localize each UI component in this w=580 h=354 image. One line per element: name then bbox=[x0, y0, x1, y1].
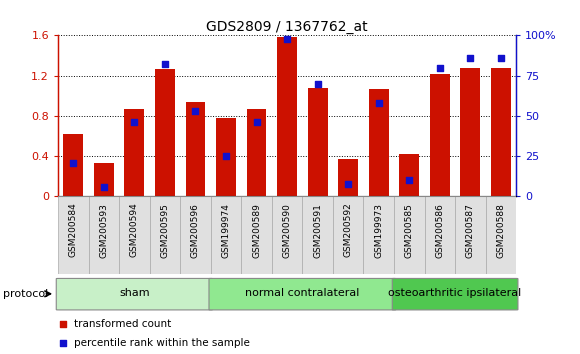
Text: GSM200585: GSM200585 bbox=[405, 203, 414, 258]
Point bbox=[252, 120, 261, 125]
Point bbox=[99, 184, 108, 190]
Bar bbox=[425, 196, 455, 274]
Text: GSM200584: GSM200584 bbox=[69, 203, 78, 257]
Text: GSM200592: GSM200592 bbox=[344, 203, 353, 257]
Bar bbox=[333, 196, 364, 274]
Point bbox=[191, 108, 200, 114]
Bar bbox=[308, 88, 328, 196]
FancyBboxPatch shape bbox=[56, 278, 212, 310]
Bar bbox=[485, 196, 516, 274]
Bar bbox=[430, 74, 450, 196]
Bar bbox=[455, 196, 485, 274]
Point bbox=[68, 160, 78, 165]
Point bbox=[405, 178, 414, 183]
Bar bbox=[216, 118, 236, 196]
Text: GSM200594: GSM200594 bbox=[130, 203, 139, 257]
Bar bbox=[241, 196, 272, 274]
Text: GSM200588: GSM200588 bbox=[496, 203, 505, 258]
Point bbox=[324, 88, 334, 94]
Bar bbox=[369, 89, 389, 196]
Point bbox=[222, 153, 231, 159]
Bar bbox=[94, 163, 114, 196]
Title: GDS2809 / 1367762_at: GDS2809 / 1367762_at bbox=[206, 21, 368, 34]
Text: GSM200587: GSM200587 bbox=[466, 203, 475, 258]
Bar bbox=[186, 102, 205, 196]
Text: GSM200586: GSM200586 bbox=[436, 203, 444, 258]
Point bbox=[435, 65, 444, 70]
Bar bbox=[400, 154, 419, 196]
FancyBboxPatch shape bbox=[209, 278, 396, 310]
Bar bbox=[394, 196, 425, 274]
Bar bbox=[211, 196, 241, 274]
Text: GSM200593: GSM200593 bbox=[99, 203, 108, 258]
Bar bbox=[119, 196, 150, 274]
Bar bbox=[302, 196, 333, 274]
Point bbox=[313, 81, 322, 87]
Point bbox=[130, 120, 139, 125]
Text: GSM200596: GSM200596 bbox=[191, 203, 200, 258]
Bar bbox=[338, 159, 358, 196]
Text: GSM200589: GSM200589 bbox=[252, 203, 261, 258]
Text: GSM200591: GSM200591 bbox=[313, 203, 322, 258]
Bar bbox=[63, 134, 83, 196]
Text: GSM199973: GSM199973 bbox=[374, 203, 383, 258]
Bar bbox=[461, 68, 480, 196]
Text: GSM199974: GSM199974 bbox=[222, 203, 230, 258]
Text: osteoarthritic ipsilateral: osteoarthritic ipsilateral bbox=[389, 288, 522, 298]
Bar bbox=[246, 109, 266, 196]
Bar bbox=[180, 196, 211, 274]
Bar bbox=[58, 196, 89, 274]
Point bbox=[374, 100, 383, 106]
FancyBboxPatch shape bbox=[392, 278, 518, 310]
Bar bbox=[89, 196, 119, 274]
Bar bbox=[272, 196, 302, 274]
Text: normal contralateral: normal contralateral bbox=[245, 288, 360, 298]
Text: protocol: protocol bbox=[3, 289, 48, 299]
Text: GSM200590: GSM200590 bbox=[282, 203, 292, 258]
Bar bbox=[491, 68, 511, 196]
Point bbox=[160, 62, 169, 67]
Point bbox=[343, 181, 353, 187]
Point bbox=[466, 55, 475, 61]
Bar bbox=[155, 69, 175, 196]
Point bbox=[324, 266, 334, 271]
Point bbox=[282, 36, 292, 41]
Text: sham: sham bbox=[119, 288, 150, 298]
Bar bbox=[125, 109, 144, 196]
Text: transformed count: transformed count bbox=[74, 319, 171, 329]
Text: percentile rank within the sample: percentile rank within the sample bbox=[74, 338, 250, 348]
Text: GSM200595: GSM200595 bbox=[161, 203, 169, 258]
Bar bbox=[277, 38, 297, 196]
Bar bbox=[364, 196, 394, 274]
Bar bbox=[150, 196, 180, 274]
Point bbox=[496, 55, 506, 61]
